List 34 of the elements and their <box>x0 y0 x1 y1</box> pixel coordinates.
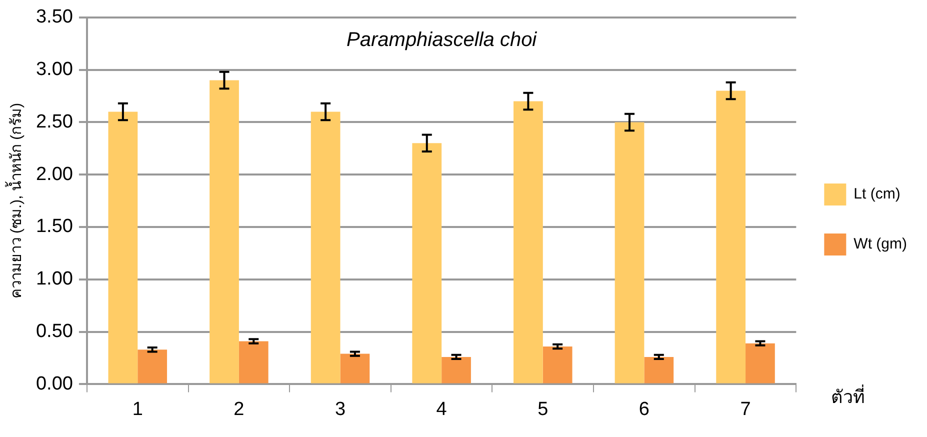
bar <box>108 112 138 384</box>
legend-label: Wt (gm) <box>854 236 908 253</box>
y-tick-label: 0.50 <box>36 321 73 342</box>
x-tick-label: 6 <box>638 398 650 420</box>
y-tick-label: 1.00 <box>36 268 73 290</box>
bar <box>746 343 775 384</box>
bar <box>340 354 370 384</box>
y-tick-label: 2.00 <box>36 164 73 185</box>
bar <box>310 112 340 384</box>
x-tick-label: 7 <box>740 398 751 420</box>
y-axis-title: ความยาว (ซม.), น้ำหนัก (กรัม) <box>5 102 26 299</box>
bar <box>138 350 168 384</box>
bar <box>238 341 268 384</box>
x-tick-label: 4 <box>436 398 448 420</box>
y-tick-label: 2.50 <box>36 111 73 132</box>
y-tick-label: 0.00 <box>36 373 73 394</box>
bar <box>210 80 239 384</box>
bar <box>514 101 543 384</box>
x-axis-title: ตัวที่ <box>831 384 866 408</box>
x-tick-label: 2 <box>234 398 244 420</box>
y-tick-label: 3.50 <box>36 6 73 28</box>
y-tick-label: 1.50 <box>36 216 73 238</box>
bar <box>412 143 442 384</box>
legend-label: Lt (cm) <box>854 186 900 203</box>
text: Paramphiascella choi <box>346 28 538 51</box>
x-tick-label: 3 <box>334 398 346 420</box>
x-tick-label: 5 <box>538 398 548 420</box>
x-tick-label: 1 <box>132 398 143 420</box>
y-tick-label: 3.00 <box>36 59 73 80</box>
bar <box>542 346 572 384</box>
bar <box>716 90 746 384</box>
bar <box>644 356 674 384</box>
bar <box>614 122 644 384</box>
bar <box>442 356 471 384</box>
